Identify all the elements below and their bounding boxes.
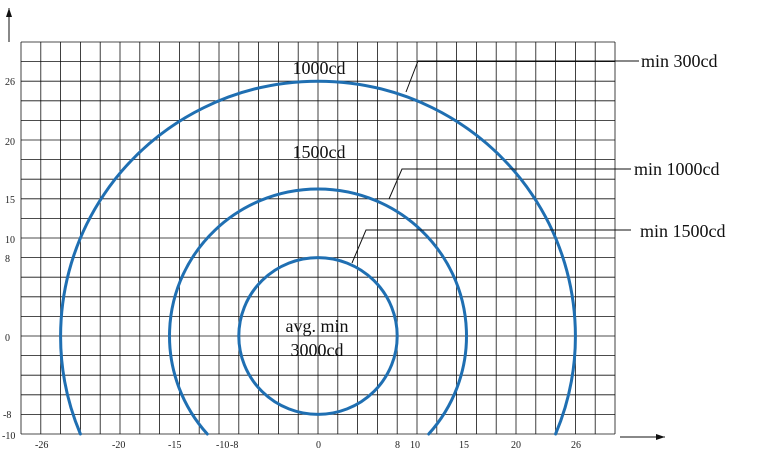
y-tick-labels: 26 20 15 10 8 0 -8 -10 xyxy=(2,77,15,442)
x-tick-label: 15 xyxy=(459,440,469,451)
zone-label-middle: 1500cd xyxy=(293,142,346,162)
x-axis-arrow xyxy=(620,434,665,440)
x-tick-label: -20 xyxy=(112,440,125,451)
zone-label-outer: 1000cd xyxy=(293,58,346,78)
x-tick-label: 0 xyxy=(316,440,321,451)
y-tick-label: -8 xyxy=(3,410,11,421)
zone-labels: 1000cd 1500cd avg. min 3000cd xyxy=(286,58,349,360)
callout-label-inner: min 1500cd xyxy=(640,221,726,241)
x-tick-label: -26 xyxy=(35,440,48,451)
x-tick-label: -15 xyxy=(168,440,181,451)
isocandela-curve-outer xyxy=(59,79,577,436)
callout-labels: min 300cd min 1000cd min 1500cd xyxy=(634,51,726,241)
x-tick-label: 10 xyxy=(410,440,420,451)
y-tick-label: 26 xyxy=(5,77,15,88)
zone-label-inner-line1: avg. min xyxy=(286,316,349,336)
x-tick-label: 8 xyxy=(395,440,400,451)
callout-leaders xyxy=(351,60,639,264)
isocandela-curve-inner xyxy=(237,256,399,416)
callout-label-middle: min 1000cd xyxy=(634,159,720,179)
isocandela-curves xyxy=(59,79,577,436)
callout-leader-outer xyxy=(405,60,639,93)
zone-label-inner-line2: 3000cd xyxy=(291,340,344,360)
callout-leader-inner xyxy=(351,229,631,264)
x-tick-label: 20 xyxy=(511,440,521,451)
x-tick-labels: -26 -20 -15 -10 -8 0 8 10 15 20 26 xyxy=(35,440,581,451)
x-tick-label: -8 xyxy=(230,440,238,451)
y-tick-label: 15 xyxy=(5,195,15,206)
callout-leader-middle xyxy=(388,168,631,200)
isocandela-curve-middle xyxy=(168,187,468,436)
y-tick-label: -10 xyxy=(2,431,15,442)
y-tick-label: 10 xyxy=(5,235,15,246)
grid xyxy=(20,41,616,435)
callout-label-outer: min 300cd xyxy=(641,51,718,71)
x-tick-label: 26 xyxy=(571,440,581,451)
y-axis-arrow xyxy=(6,8,12,42)
x-tick-label: -10 xyxy=(216,440,229,451)
y-tick-label: 0 xyxy=(5,333,10,344)
y-tick-label: 20 xyxy=(5,137,15,148)
y-tick-label: 8 xyxy=(5,254,10,265)
